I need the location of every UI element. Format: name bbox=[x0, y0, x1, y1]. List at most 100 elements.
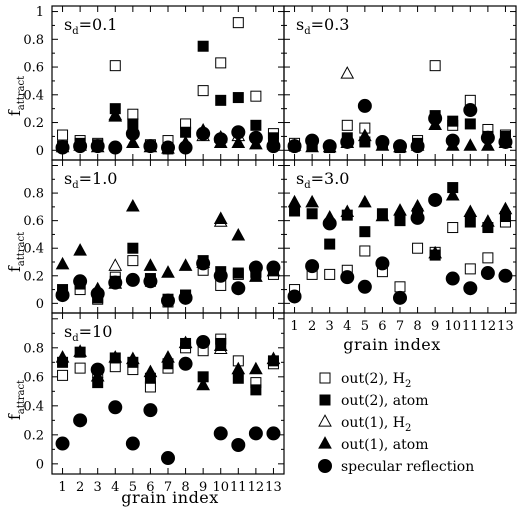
data-point-circle-filled bbox=[445, 133, 460, 148]
data-point-circle-filled bbox=[410, 210, 425, 225]
data-point-triangle-filled bbox=[126, 199, 140, 212]
data-point-circle-filled bbox=[143, 274, 158, 289]
legend-item: out(2), atom bbox=[319, 393, 428, 409]
data-point-square-filled bbox=[215, 94, 227, 106]
y-tick-label: 0.2 bbox=[23, 116, 44, 131]
panel-1: 0 0.2 0.4 0.6 0.8 1 sd=0.1 bbox=[23, 5, 285, 161]
panel-3: 0 0.2 0.4 0.6 0.8 sd=1.0 bbox=[23, 159, 285, 314]
data-point-circle-filled bbox=[498, 268, 513, 283]
panel-label: sd=3.0 bbox=[296, 169, 349, 191]
data-point-circle-filled bbox=[480, 266, 495, 281]
x-tick-label: 3 bbox=[94, 480, 102, 495]
y-tick-label: 0 bbox=[36, 297, 44, 312]
data-point-circle-filled bbox=[463, 103, 478, 118]
data-point-square-open bbox=[394, 281, 406, 293]
x-tick-label: 10 bbox=[212, 480, 229, 495]
data-point-square-open bbox=[412, 242, 424, 254]
data-point-circle-filled bbox=[463, 281, 478, 296]
data-point-circle-filled bbox=[196, 335, 211, 350]
data-point-circle-filled bbox=[178, 290, 193, 305]
x-tick-label: 5 bbox=[361, 319, 369, 334]
data-point-circle-filled bbox=[73, 413, 88, 428]
data-point-circle-filled bbox=[143, 139, 158, 154]
data-point-square-open bbox=[127, 255, 139, 267]
data-point-square-filled bbox=[447, 115, 459, 127]
legend: out(2), H2 out(2), atom out(1), H2 out(1), … bbox=[318, 371, 474, 475]
data-point-circle-filled bbox=[428, 111, 443, 126]
panels-layer: 0 0.2 0.4 0.6 0.8 1 sd=0.1 sd=0.3 0 0.2 0.4 0.6 0.8 s… bbox=[23, 5, 517, 495]
data-point-circle-filled bbox=[231, 281, 246, 296]
data-point-circle-filled bbox=[213, 426, 228, 441]
y-tick-label: 0.4 bbox=[23, 88, 44, 103]
legend-item: out(1), H2 bbox=[318, 414, 411, 434]
data-point-triangle-filled bbox=[161, 350, 175, 363]
data-point-circle-filled bbox=[108, 275, 123, 290]
data-point-square-open bbox=[109, 60, 121, 72]
legend-item: out(1), atom bbox=[318, 436, 428, 453]
data-point-square-filled bbox=[232, 92, 244, 104]
data-point-circle-filled bbox=[73, 139, 88, 154]
x-tick-label: 13 bbox=[497, 319, 514, 334]
data-point-triangle-filled bbox=[143, 364, 158, 378]
y-tick-label: 0 bbox=[36, 144, 44, 159]
data-point-circle-filled bbox=[375, 134, 390, 149]
data-point-triangle-filled bbox=[393, 203, 407, 216]
data-point-circle-filled bbox=[161, 293, 175, 308]
x-tick-label: 8 bbox=[413, 319, 421, 334]
data-point-square-open bbox=[232, 17, 244, 29]
data-point-triangle-filled bbox=[55, 350, 70, 363]
data-point-square-open bbox=[127, 108, 139, 120]
x-tick-label: 6 bbox=[146, 480, 154, 495]
panel-label: sd=0.3 bbox=[296, 15, 349, 37]
data-point-triangle-filled bbox=[213, 211, 228, 224]
data-point-triangle-filled bbox=[358, 194, 372, 208]
legend-marker-triangle-open bbox=[318, 414, 332, 427]
data-point-circle-filled bbox=[143, 403, 158, 418]
data-point-circle-filled bbox=[108, 400, 123, 415]
data-point-square-open bbox=[464, 263, 476, 275]
data-point-circle-filled bbox=[266, 426, 281, 441]
data-point-circle-filled bbox=[357, 98, 372, 113]
data-point-triangle-filled bbox=[340, 204, 355, 218]
data-point-circle-filled bbox=[231, 437, 246, 452]
data-point-square-open bbox=[57, 369, 69, 381]
data-point-circle-filled bbox=[287, 139, 302, 154]
data-point-circle-filled bbox=[287, 289, 302, 304]
data-point-square-open bbox=[57, 129, 69, 141]
data-point-circle-filled bbox=[375, 256, 390, 271]
data-point-triangle-filled bbox=[445, 187, 460, 201]
data-point-square-filled bbox=[232, 372, 244, 384]
y-axis-title-bottom: fattract bbox=[5, 380, 27, 420]
data-point-triangle-filled bbox=[463, 204, 478, 218]
data-point-circle-filled bbox=[90, 362, 105, 377]
y-tick-label: 0.8 bbox=[23, 187, 44, 202]
data-point-square-open bbox=[482, 252, 494, 264]
data-point-circle-filled bbox=[340, 270, 355, 285]
x-axis-title-left: grain index bbox=[121, 488, 219, 507]
data-point-circle-filled bbox=[322, 139, 337, 154]
data-point-circle-filled bbox=[178, 140, 193, 155]
legend-marker-square-open bbox=[319, 372, 331, 384]
data-point-square-open bbox=[197, 85, 209, 97]
data-point-triangle-filled bbox=[481, 138, 495, 151]
data-point-circle-filled bbox=[161, 140, 175, 155]
data-point-circle-filled bbox=[248, 130, 263, 145]
x-tick-label: 5 bbox=[129, 480, 137, 495]
data-point-square-open bbox=[447, 222, 459, 234]
data-point-triangle-filled bbox=[266, 351, 281, 365]
data-point-square-filled bbox=[464, 118, 476, 130]
data-point-circle-filled bbox=[266, 260, 281, 275]
data-point-square-open bbox=[74, 362, 86, 374]
y-tick-label: 0.6 bbox=[23, 61, 44, 76]
data-point-circle-filled bbox=[305, 259, 320, 274]
x-tick-label: 2 bbox=[308, 319, 316, 334]
data-point-circle-filled bbox=[231, 125, 246, 140]
data-point-circle-filled bbox=[480, 130, 495, 145]
data-point-circle-filled bbox=[393, 139, 407, 154]
data-point-triangle-filled bbox=[249, 361, 263, 375]
panel-label: sd=1.0 bbox=[64, 169, 117, 191]
data-point-circle-filled bbox=[161, 451, 175, 466]
data-point-triangle-filled bbox=[126, 135, 140, 149]
data-point-square-filled bbox=[232, 267, 244, 279]
data-point-triangle-filled bbox=[196, 377, 210, 391]
